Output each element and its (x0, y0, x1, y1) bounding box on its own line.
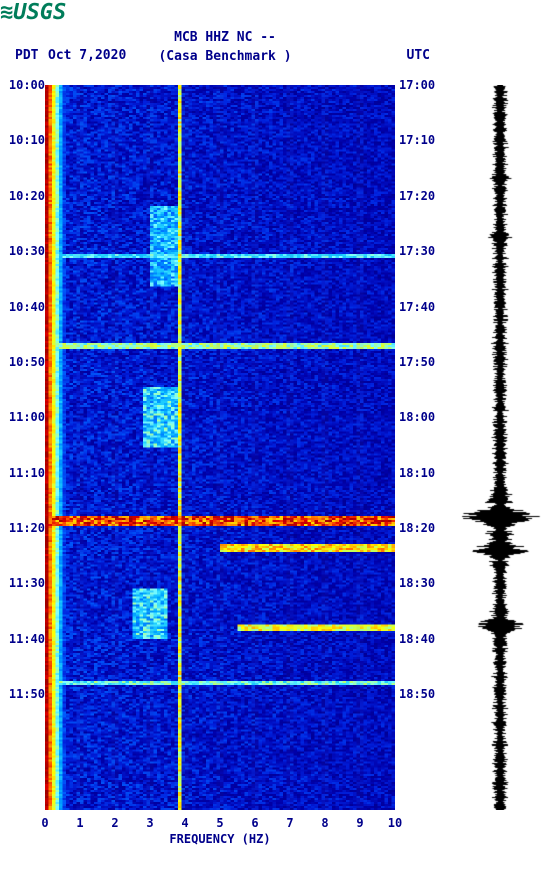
axis-tick: 5 (216, 816, 223, 830)
axis-tick: 18:10 (395, 466, 444, 480)
spectrogram-plot (45, 85, 395, 810)
axis-tick: 11:30 (0, 576, 49, 590)
x-axis: FREQUENCY (HZ) 012345678910 (45, 810, 395, 850)
x-axis-label: FREQUENCY (HZ) (45, 832, 395, 846)
axis-tick: 4 (181, 816, 188, 830)
seismogram-plot (455, 85, 545, 810)
axis-tick: 17:40 (395, 300, 444, 314)
station-code: MCB HHZ NC -- (0, 30, 450, 45)
axis-tick: 7 (286, 816, 293, 830)
axis-tick: 6 (251, 816, 258, 830)
axis-tick: 17:50 (395, 355, 444, 369)
logo-wave-icon: ≋ (0, 0, 13, 25)
axis-tick: 18:40 (395, 632, 444, 646)
spectrogram-canvas (45, 85, 395, 810)
axis-tick: 10:00 (0, 78, 49, 92)
axis-tick: 10:30 (0, 244, 49, 258)
y-axis-left: 10:0010:1010:2010:3010:4010:5011:0011:10… (0, 85, 45, 810)
axis-tick: 9 (356, 816, 363, 830)
y-axis-right: 17:0017:1017:2017:3017:4017:5018:0018:10… (395, 85, 440, 810)
logo-text: USGS (13, 0, 66, 25)
header-date: Oct 7,2020 (48, 48, 126, 63)
axis-tick: 1 (76, 816, 83, 830)
axis-tick: 10:50 (0, 355, 49, 369)
axis-tick: 18:50 (395, 687, 444, 701)
axis-tick: 18:00 (395, 410, 444, 424)
axis-tick: 11:50 (0, 687, 49, 701)
axis-tick: 11:10 (0, 466, 49, 480)
axis-tick: 8 (321, 816, 328, 830)
timezone-left-label: PDT (15, 48, 38, 63)
usgs-logo: ≋USGS (0, 0, 66, 25)
axis-tick: 2 (111, 816, 118, 830)
axis-tick: 18:20 (395, 521, 444, 535)
axis-tick: 0 (41, 816, 48, 830)
seismogram-canvas (455, 85, 545, 810)
axis-tick: 18:30 (395, 576, 444, 590)
axis-tick: 11:00 (0, 410, 49, 424)
timezone-right-label: UTC (407, 48, 430, 63)
axis-tick: 11:20 (0, 521, 49, 535)
axis-tick: 10:40 (0, 300, 49, 314)
axis-tick: 17:20 (395, 189, 444, 203)
axis-tick: 3 (146, 816, 153, 830)
axis-tick: 17:00 (395, 78, 444, 92)
axis-tick: 17:30 (395, 244, 444, 258)
axis-tick: 10:10 (0, 133, 49, 147)
plot-header: MCB HHZ NC -- Oct 7,2020 (Casa Benchmark… (0, 30, 450, 64)
axis-tick: 10:20 (0, 189, 49, 203)
axis-tick: 17:10 (395, 133, 444, 147)
axis-tick: 10 (388, 816, 402, 830)
axis-tick: 11:40 (0, 632, 49, 646)
